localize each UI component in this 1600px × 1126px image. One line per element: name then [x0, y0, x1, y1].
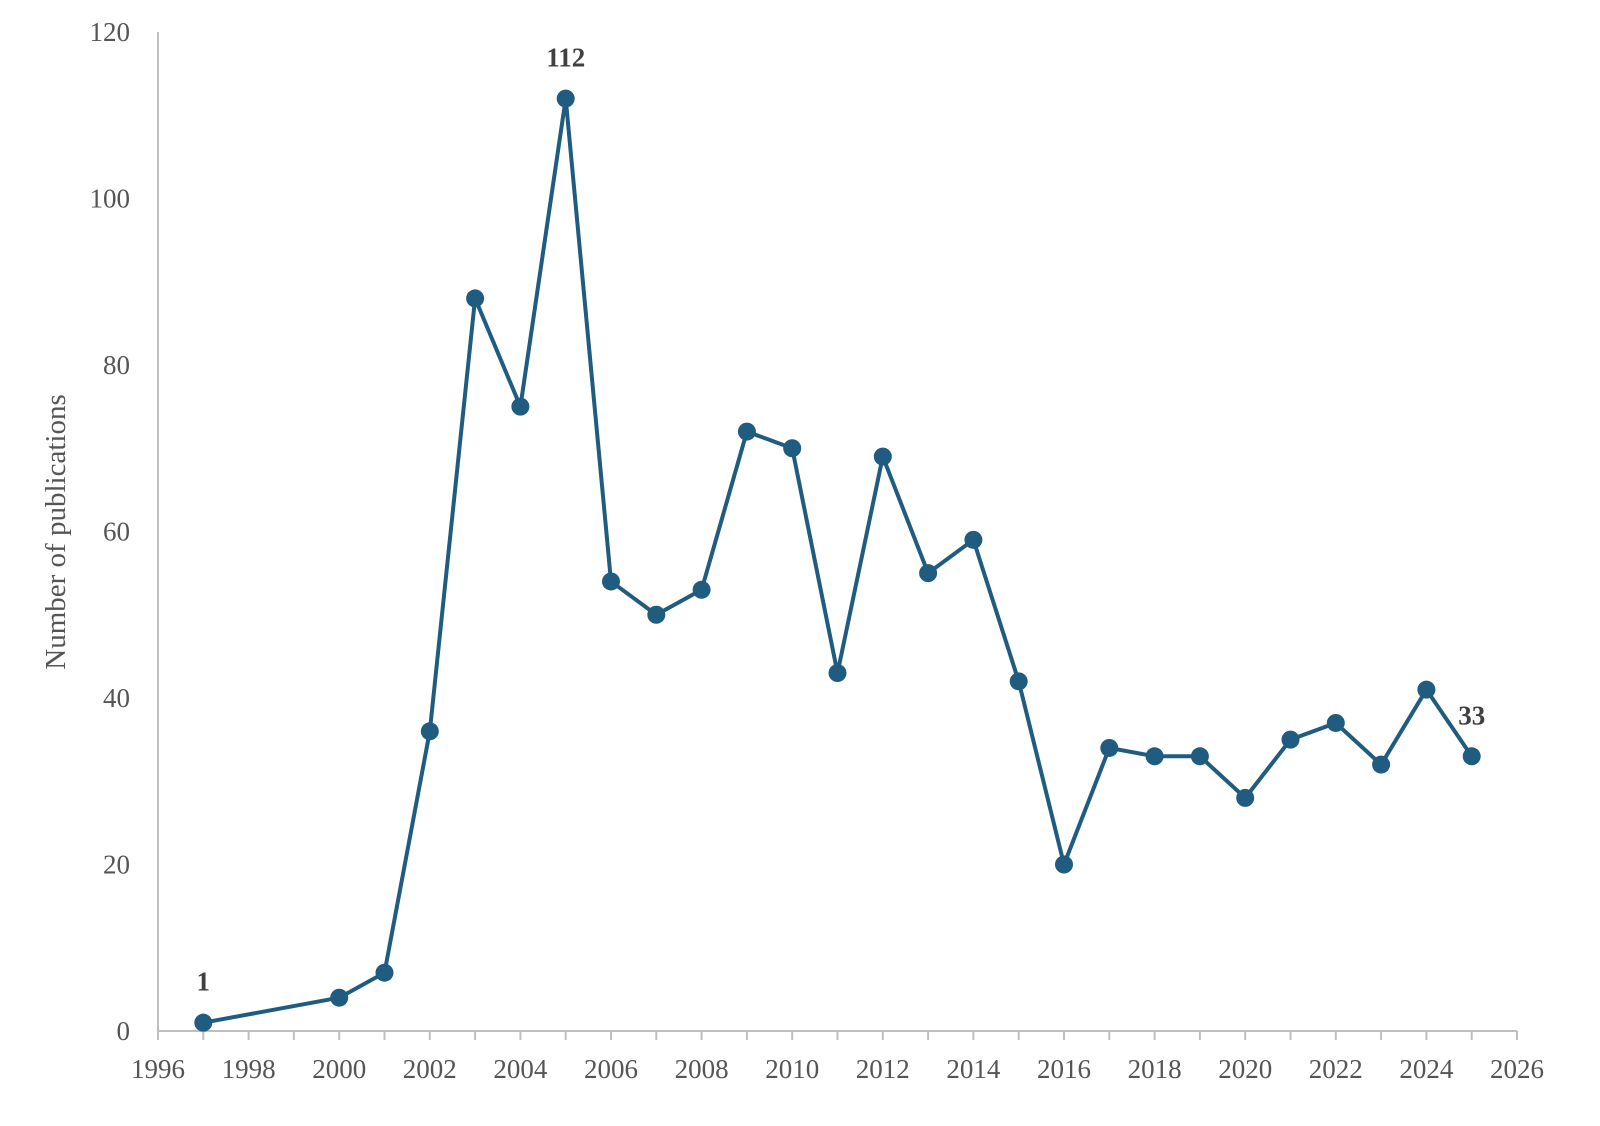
data-point [194, 1013, 213, 1032]
data-label: 1 [197, 967, 211, 997]
data-labels: 1 112 33 [197, 43, 1486, 997]
x-tick-label: 2020 [1218, 1054, 1272, 1084]
data-point [556, 89, 575, 108]
data-point [375, 963, 394, 982]
y-tick-labels: 0 20 40 60 80 100 120 [90, 17, 131, 1046]
x-tick-label: 1996 [131, 1054, 185, 1084]
data-point [647, 605, 666, 624]
y-axis-label: Number of publications [40, 394, 72, 669]
data-point [1100, 738, 1119, 757]
data-point [1236, 788, 1255, 807]
data-point [1372, 755, 1391, 774]
x-tick-label: 2010 [765, 1054, 819, 1084]
x-tick-label: 1998 [222, 1054, 276, 1084]
data-label: 112 [546, 43, 585, 73]
series-line [202, 96, 1474, 1025]
data-point [330, 988, 349, 1007]
data-point [466, 289, 485, 308]
x-tick-label: 2016 [1037, 1054, 1091, 1084]
x-tick-label: 2012 [856, 1054, 910, 1084]
data-point [1417, 680, 1436, 699]
y-tick-label: 40 [103, 683, 130, 713]
data-point [1281, 730, 1300, 749]
y-tick-label: 80 [103, 350, 130, 380]
data-point [783, 439, 802, 458]
x-tick-label: 2004 [493, 1054, 548, 1084]
y-tick-label: 120 [90, 17, 131, 47]
x-tick-label: 2014 [946, 1054, 1001, 1084]
x-tick-label: 2006 [584, 1054, 638, 1084]
data-point [1326, 713, 1345, 732]
data-point [1190, 747, 1209, 766]
data-point [737, 422, 756, 441]
x-tick-label: 2002 [403, 1054, 457, 1084]
data-point [964, 530, 983, 549]
data-point [511, 397, 530, 416]
data-point [602, 572, 620, 591]
x-tick-label: 2018 [1128, 1054, 1182, 1084]
x-tick-label: 2024 [1399, 1054, 1454, 1084]
data-point [692, 580, 711, 599]
data-point [828, 664, 847, 683]
data-point [1462, 747, 1481, 766]
x-tick-label: 2022 [1309, 1054, 1363, 1084]
data-label: 33 [1458, 700, 1485, 730]
x-tick-label: 2026 [1490, 1054, 1544, 1084]
x-tick-labels: 1996 1998 2000 2002 2004 2006 2008 2010 2012 2014… [131, 1054, 1544, 1084]
data-point [1055, 855, 1073, 874]
axes [157, 32, 1518, 1040]
y-tick-label: 60 [103, 517, 130, 547]
y-tick-label: 0 [117, 1016, 131, 1046]
y-tick-label: 100 [90, 184, 131, 214]
x-tick-label: 2000 [312, 1054, 366, 1084]
y-tick-label: 20 [103, 850, 130, 880]
data-point [1145, 747, 1164, 766]
series [194, 89, 1481, 1032]
data-point [919, 564, 938, 583]
data-point [420, 722, 439, 741]
x-tick-label: 2008 [675, 1054, 729, 1084]
data-point [1009, 672, 1028, 691]
data-point [873, 447, 892, 466]
